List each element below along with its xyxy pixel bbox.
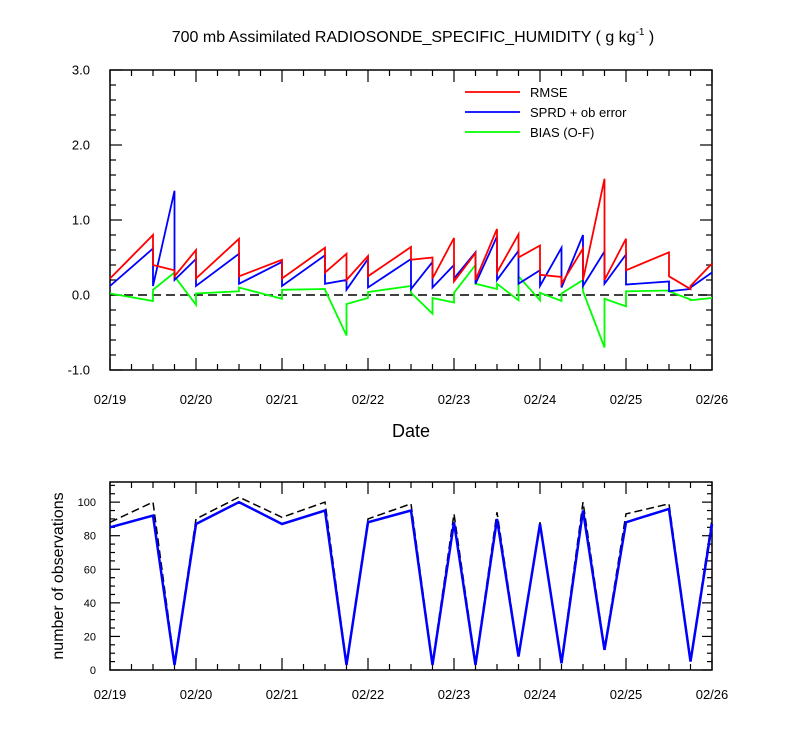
series-line-rmse [109, 178, 713, 291]
y-tick-label: 100 [78, 497, 96, 509]
x-tick-label: 02/21 [266, 392, 299, 407]
x-tick-label: 02/22 [352, 392, 385, 407]
bottom-y-tick-labels: 0 20 40 60 80 100 [78, 497, 96, 677]
top-ticks [109, 69, 713, 371]
legend: RMSE SPRD + ob error BIAS (O-F) [465, 85, 627, 140]
bottom-ticks [109, 482, 713, 671]
top-series [109, 178, 713, 348]
top-y-tick-labels: -1.0 0.0 1.0 2.0 3.0 [68, 63, 90, 378]
x-tick-label: 02/26 [696, 687, 729, 702]
y-tick-label: 0 [90, 665, 96, 677]
legend-label: RMSE [530, 85, 568, 100]
legend-label: SPRD + ob error [530, 105, 627, 120]
x-tick-label: 02/23 [438, 687, 471, 702]
x-tick-label: 02/25 [610, 687, 643, 702]
y-tick-label: 1.0 [72, 213, 90, 228]
series-line-assimilated-observations [109, 500, 714, 666]
y-tick-label: 0.0 [72, 288, 90, 303]
x-tick-label: 02/19 [94, 392, 127, 407]
x-tick-label: 02/25 [610, 392, 643, 407]
y-tick-label: 2.0 [72, 138, 90, 153]
chart-title: 700 mb Assimilated RADIOSONDE_SPECIFIC_H… [172, 27, 655, 46]
y-tick-label: 3.0 [72, 63, 90, 78]
y-tick-label: 80 [84, 531, 96, 543]
series-line-possible-observations [109, 496, 713, 664]
bottom-series [109, 496, 714, 666]
x-tick-label: 02/22 [352, 687, 385, 702]
series-line-bias-o-f [109, 262, 713, 348]
x-tick-label: 02/24 [524, 687, 557, 702]
bottom-x-tick-labels: 02/19 02/20 02/21 02/22 02/23 02/24 02/25 02/26 [94, 687, 729, 702]
x-tick-label: 02/26 [696, 392, 729, 407]
y-tick-label: 60 [84, 564, 96, 576]
top-plot: -1.00.01.02.03.0 02/19 02/20 02/21 02/22 02/… [68, 63, 729, 442]
x-axis-label: Date [392, 421, 430, 441]
x-tick-label: 02/20 [180, 687, 213, 702]
x-tick-label: 02/23 [438, 392, 471, 407]
x-tick-label: 02/21 [266, 687, 299, 702]
y-axis-label-observations: number of observations [50, 492, 67, 659]
x-tick-label: 02/19 [94, 687, 127, 702]
series-line-sprd-ob-error [109, 190, 713, 293]
y-tick-label: 20 [84, 631, 96, 643]
legend-label: BIAS (O-F) [530, 125, 594, 140]
x-tick-label: 02/24 [524, 392, 557, 407]
x-tick-label: 02/20 [180, 392, 213, 407]
top-x-tick-labels: 02/19 02/20 02/21 02/22 02/23 02/24 02/25 02/26 [94, 392, 729, 407]
y-tick-label: 40 [84, 598, 96, 610]
y-tick-label: -1.0 [68, 363, 90, 378]
